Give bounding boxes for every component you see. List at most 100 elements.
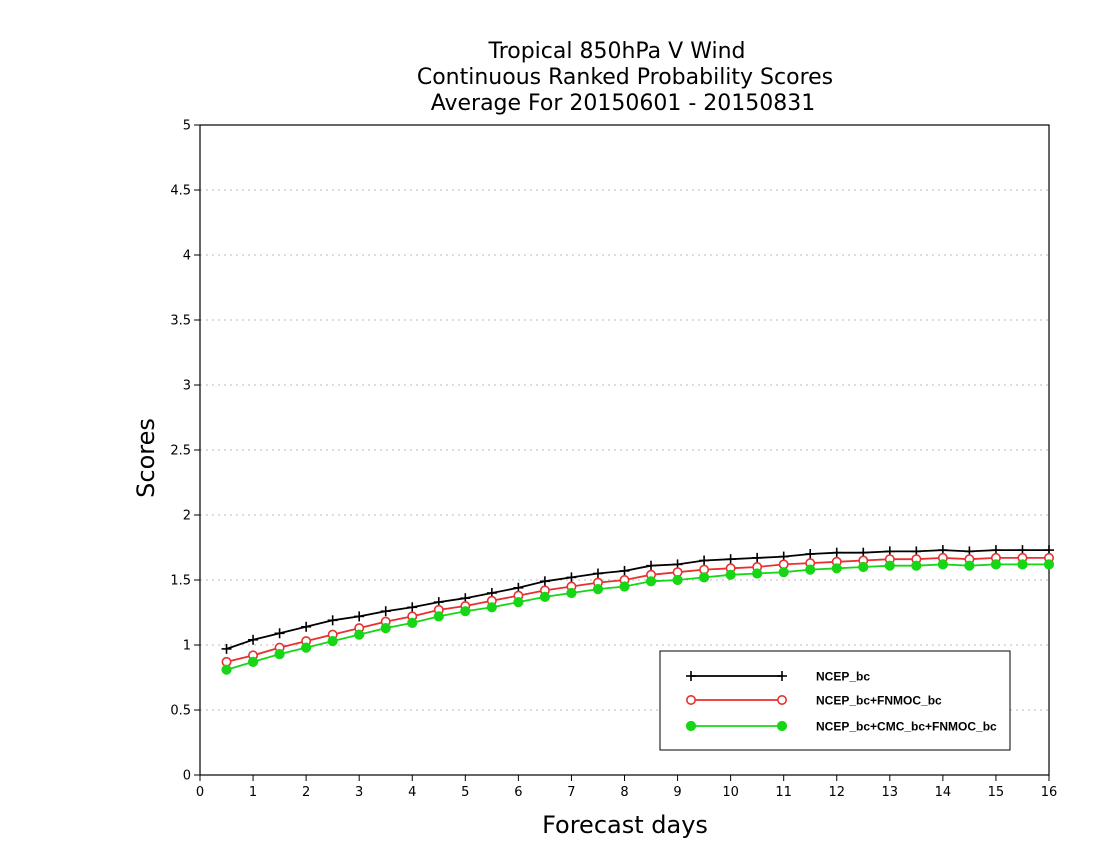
series-layer (221, 545, 1055, 675)
data-point-ncep-bc-cmc-bc-fnmoc-bc (937, 559, 948, 570)
data-point-ncep-bc-cmc-bc-fnmoc-bc (1043, 559, 1055, 570)
legend: NCEP_bc NCEP_bc+FNMOC_bc NCEP_bc+CMC_bc+FN… (659, 650, 1011, 751)
data-point-ncep-bc-cmc-bc-fnmoc-bc (698, 572, 710, 583)
data-point-ncep-bc-cmc-bc-fnmoc-bc (221, 664, 232, 675)
y-tick-label: 3.5 (170, 314, 191, 329)
data-point-ncep-bc-cmc-bc-fnmoc-bc (805, 564, 816, 575)
data-point-ncep-bc-cmc-bc-fnmoc-bc (380, 623, 391, 634)
data-point-ncep-bc (380, 606, 391, 617)
x-tick-label: 14 (935, 785, 952, 800)
legend-entry-ncep-bc: NCEP_bc (686, 670, 870, 684)
data-point-ncep-bc-cmc-bc-fnmoc-bc (990, 559, 1002, 570)
data-point-ncep-bc-cmc-bc-fnmoc-bc (645, 576, 657, 587)
data-point-ncep-bc (831, 547, 842, 558)
data-point-ncep-bc-cmc-bc-fnmoc-bc (1017, 559, 1028, 570)
x-tick-label: 4 (408, 785, 416, 800)
x-tick-label: 16 (1041, 785, 1058, 800)
data-point-ncep-bc-cmc-bc-fnmoc-bc (274, 649, 285, 660)
series-ncep-bc-fnmoc-bc (221, 552, 1055, 667)
data-point-ncep-bc-cmc-bc-fnmoc-bc (831, 563, 842, 574)
data-point-ncep-bc (274, 628, 285, 639)
data-point-ncep-bc-cmc-bc-fnmoc-bc (672, 574, 683, 586)
legend-label: NCEP_bc (816, 670, 870, 684)
y-tick-label: 4.5 (170, 184, 191, 199)
data-point-ncep-bc-cmc-bc-fnmoc-bc (592, 584, 604, 595)
x-tick-label: 7 (567, 785, 575, 800)
data-point-ncep-bc (752, 552, 763, 563)
y-tick-label: 1.5 (170, 574, 191, 589)
legend-swatch-marker (776, 694, 787, 705)
data-point-ncep-bc-cmc-bc-fnmoc-bc (354, 629, 365, 640)
data-point-ncep-bc-cmc-bc-fnmoc-bc (301, 642, 312, 653)
legend-entry-ncep-bc-cmc-bc-fnmoc-bc: NCEP_bc+CMC_bc+FNMOC_bc (685, 720, 997, 734)
y-axis-label: Scores (132, 418, 160, 498)
data-point-ncep-bc-cmc-bc-fnmoc-bc (539, 591, 551, 603)
chart-title-line-2: Continuous Ranked Probability Scores (417, 65, 833, 90)
legend-entry-ncep-bc-fnmoc-bc: NCEP_bc+FNMOC_bc (685, 694, 942, 708)
data-point-ncep-bc-cmc-bc-fnmoc-bc (247, 656, 259, 668)
series-line-ncep-bc-fnmoc-bc (226, 556, 1049, 663)
series-ncep-bc-cmc-bc-fnmoc-bc (221, 559, 1055, 675)
legend-swatch-marker (685, 694, 696, 705)
y-gridlines (200, 189, 1049, 711)
y-tick-label: 0 (183, 769, 191, 784)
x-tick-label: 0 (196, 785, 204, 800)
chart-title: Tropical 850hPa V Wind Continuous Ranked… (417, 39, 833, 116)
data-point-ncep-bc-cmc-bc-fnmoc-bc (752, 568, 763, 579)
x-tick-label: 3 (355, 785, 363, 800)
series-ncep-bc (221, 545, 1054, 654)
x-tick-label: 1 (249, 785, 257, 800)
data-point-ncep-bc (301, 621, 312, 632)
data-point-ncep-bc-cmc-bc-fnmoc-bc (486, 602, 497, 613)
data-point-ncep-bc (646, 560, 657, 571)
data-point-ncep-bc (592, 568, 603, 579)
data-point-ncep-bc (699, 555, 710, 566)
data-point-ncep-bc-cmc-bc-fnmoc-bc (725, 569, 736, 580)
data-point-ncep-bc (354, 611, 365, 622)
y-axis-ticks: 0 0.5 1 1.5 2 2.5 3 3.5 4 4.5 5 (170, 119, 200, 784)
data-point-ncep-bc (221, 643, 232, 654)
legend-swatch-marker (685, 720, 697, 732)
chart-title-line-1: Tropical 850hPa V Wind (487, 39, 745, 64)
x-tick-label: 2 (302, 785, 310, 800)
y-tick-label: 2.5 (170, 444, 191, 459)
x-tick-label: 9 (673, 785, 681, 800)
x-tick-label: 5 (461, 785, 469, 800)
y-tick-label: 4 (183, 249, 191, 264)
y-tick-label: 2 (183, 509, 191, 524)
x-tick-label: 15 (988, 785, 1005, 800)
data-point-ncep-bc-cmc-bc-fnmoc-bc (327, 636, 338, 647)
x-tick-label: 13 (882, 785, 899, 800)
data-point-ncep-bc-cmc-bc-fnmoc-bc (858, 561, 869, 573)
data-point-ncep-bc (407, 602, 418, 613)
legend-swatch-marker (776, 720, 788, 732)
y-tick-label: 5 (183, 119, 191, 134)
data-point-ncep-bc (327, 615, 338, 626)
data-point-ncep-bc-cmc-bc-fnmoc-bc (911, 560, 922, 571)
x-tick-label: 11 (775, 785, 792, 800)
data-point-ncep-bc-cmc-bc-fnmoc-bc (964, 560, 975, 571)
data-point-ncep-bc (725, 554, 736, 565)
chart-title-line-3: Average For 20150601 - 20150831 (431, 91, 816, 116)
legend-label: NCEP_bc+FNMOC_bc (816, 694, 942, 708)
x-tick-label: 12 (828, 785, 845, 800)
data-point-ncep-bc-cmc-bc-fnmoc-bc (513, 597, 524, 608)
plot-area-frame (199, 124, 1050, 776)
data-point-ncep-bc-cmc-bc-fnmoc-bc (460, 606, 471, 617)
data-point-ncep-bc (566, 572, 577, 583)
data-point-ncep-bc-cmc-bc-fnmoc-bc (884, 560, 895, 571)
legend-label: NCEP_bc+CMC_bc+FNMOC_bc (816, 720, 997, 734)
y-tick-label: 3 (183, 379, 191, 394)
data-point-ncep-bc-cmc-bc-fnmoc-bc (407, 617, 418, 629)
legend-swatch-marker (777, 671, 787, 681)
data-point-ncep-bc (619, 565, 630, 576)
data-point-ncep-bc (805, 549, 816, 559)
x-tick-label: 8 (620, 785, 628, 800)
data-point-ncep-bc (539, 576, 550, 587)
data-point-ncep-bc (248, 634, 259, 645)
x-axis-ticks: 0 1 2 3 4 5 6 7 8 9 10 11 12 13 14 15 16 (196, 775, 1057, 800)
data-point-ncep-bc-cmc-bc-fnmoc-bc (619, 581, 630, 592)
legend-swatch-marker (686, 671, 696, 681)
data-point-ncep-bc-cmc-bc-fnmoc-bc (778, 567, 789, 578)
